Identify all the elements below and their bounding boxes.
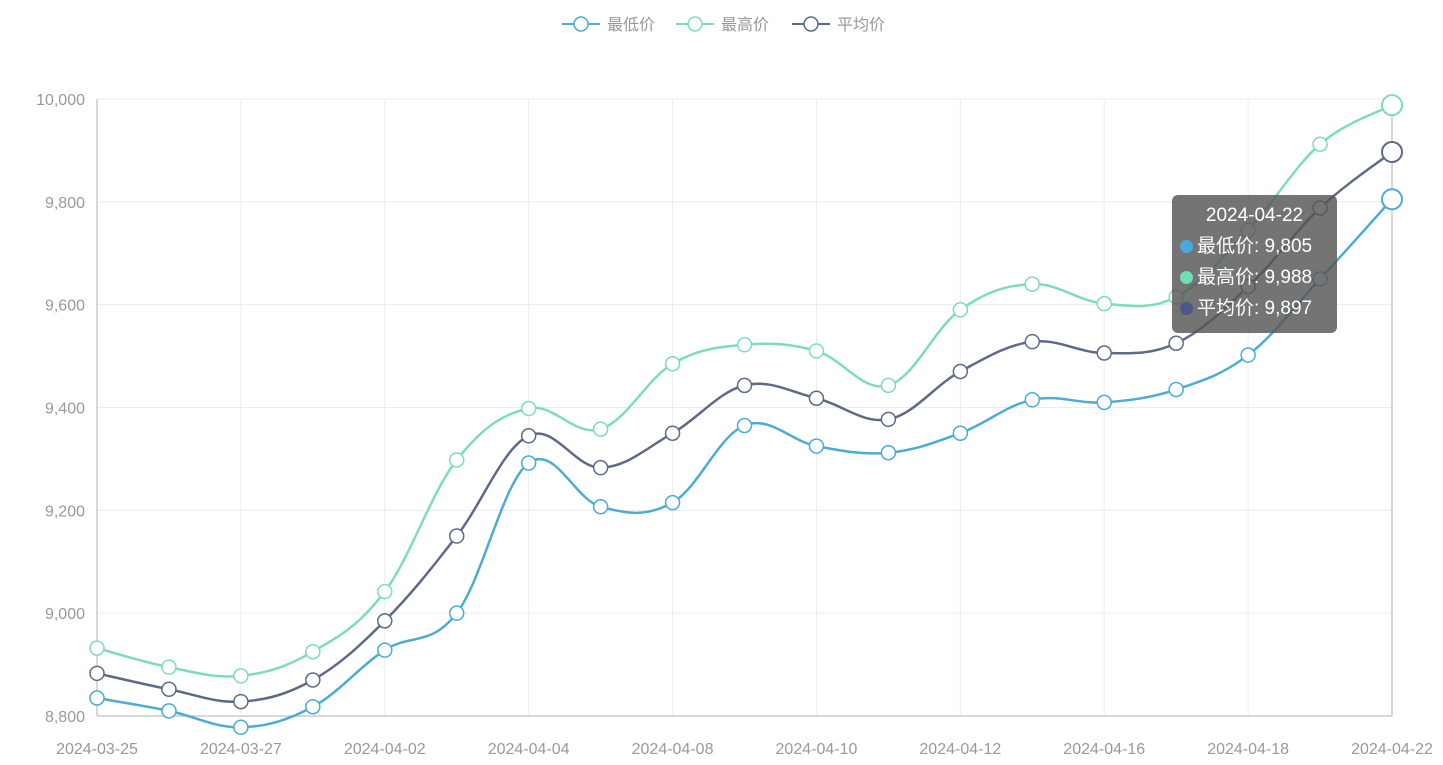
- y-tick-label: 9,000: [45, 606, 85, 623]
- tooltip-title: 2024-04-22: [1205, 205, 1304, 226]
- tooltip-dot-max: [1180, 271, 1193, 284]
- data-point: [161, 703, 177, 719]
- data-point: [808, 390, 825, 406]
- data-point: [233, 719, 249, 736]
- data-point: [1240, 347, 1256, 363]
- x-tick-label: 2024-03-27: [200, 741, 282, 758]
- y-tick-label: 9,200: [45, 503, 85, 520]
- data-point: [520, 455, 537, 471]
- legend-label: 平均价: [837, 16, 885, 34]
- tooltip: 2024-04-22 最低价: 9,805 最高价: 9,988 平均价: 9,…: [1172, 195, 1337, 333]
- data-point: [1381, 94, 1403, 117]
- data-point: [161, 681, 177, 698]
- data-point: [1096, 295, 1112, 312]
- legend-marker: [687, 16, 703, 32]
- tooltip-label-max: 最高价: 9,988: [1197, 267, 1313, 288]
- y-tick-label: 9,800: [45, 195, 85, 212]
- tooltip-row-avg: 平均价: 9,897: [1180, 293, 1329, 324]
- data-point: [880, 444, 897, 461]
- data-point: [305, 643, 321, 660]
- data-point: [1312, 136, 1328, 152]
- x-tick-label: 2024-04-08: [632, 741, 714, 758]
- data-point: [89, 690, 105, 706]
- tooltip-dot-min: [1180, 240, 1193, 253]
- legend-item: 平均价: [792, 16, 885, 34]
- data-point: [1381, 140, 1403, 163]
- tooltip-dot-avg: [1180, 302, 1193, 315]
- data-point: [89, 640, 105, 656]
- series-0: [89, 188, 1403, 736]
- data-point: [1024, 276, 1041, 292]
- data-point: [952, 302, 969, 318]
- axes: 8,800 9,000 9,200 9,400 9,600 9,800 10,000 2024…: [36, 92, 1433, 758]
- y-tick-label: 10,000: [36, 92, 85, 109]
- data-point: [161, 659, 177, 675]
- data-point: [377, 613, 393, 629]
- data-point: [520, 428, 537, 444]
- data-point: [1096, 394, 1112, 411]
- legend-item: 最高价: [676, 16, 769, 34]
- data-point: [305, 698, 321, 715]
- x-tick-label: 2024-04-16: [1063, 741, 1145, 758]
- data-point: [592, 421, 609, 437]
- data-point: [1168, 335, 1184, 351]
- tooltip-label-avg: 平均价: 9,897: [1197, 298, 1313, 319]
- data-point: [808, 438, 825, 454]
- tooltip-row-min: 最低价: 9,805: [1180, 231, 1329, 262]
- x-tick-label: 2024-04-10: [776, 741, 858, 758]
- data-point: [664, 425, 681, 441]
- data-point: [89, 665, 105, 682]
- y-tick-label: 9,400: [45, 401, 85, 418]
- data-point: [1024, 333, 1041, 350]
- x-tick-label: 2024-04-22: [1351, 741, 1433, 758]
- data-point: [233, 693, 249, 710]
- data-point: [664, 494, 681, 511]
- legend-marker: [803, 16, 819, 32]
- data-point: [952, 363, 969, 380]
- x-tick-label: 2024-04-12: [919, 741, 1001, 758]
- data-point: [520, 400, 537, 417]
- data-point: [880, 411, 897, 428]
- tooltip-label-min: 最低价: 9,805: [1197, 236, 1313, 257]
- tooltip-row-max: 最高价: 9,988: [1180, 262, 1329, 293]
- data-point: [880, 377, 897, 394]
- data-point: [808, 343, 825, 359]
- data-point: [592, 459, 609, 476]
- legend: 最低价 最高价 平均价: [562, 16, 885, 34]
- data-point: [736, 377, 753, 394]
- y-tick-label: 8,800: [45, 709, 85, 726]
- legend-item: 最低价: [562, 16, 655, 34]
- series-lines: [89, 94, 1403, 736]
- legend-label: 最高价: [721, 16, 769, 34]
- data-point: [736, 337, 753, 353]
- data-point: [664, 356, 681, 372]
- legend-marker: [573, 16, 589, 32]
- x-tick-label: 2024-03-25: [56, 741, 138, 758]
- data-point: [448, 528, 465, 544]
- data-point: [377, 583, 393, 600]
- x-tick-label: 2024-04-18: [1207, 741, 1289, 758]
- data-point: [305, 672, 321, 688]
- x-tick-label: 2024-04-02: [344, 741, 426, 758]
- data-point: [1381, 188, 1403, 211]
- data-point: [592, 498, 609, 515]
- legend-label: 最低价: [607, 16, 655, 34]
- data-point: [736, 417, 753, 434]
- data-point: [952, 425, 969, 441]
- data-point: [1168, 381, 1184, 398]
- data-point: [377, 642, 393, 658]
- data-point: [233, 668, 249, 684]
- data-point: [1096, 345, 1112, 361]
- grid: [97, 98, 1393, 717]
- y-tick-label: 9,600: [45, 298, 85, 315]
- x-tick-label: 2024-04-04: [488, 741, 570, 758]
- data-point: [448, 605, 465, 621]
- data-point: [448, 452, 465, 468]
- data-point: [1024, 392, 1041, 408]
